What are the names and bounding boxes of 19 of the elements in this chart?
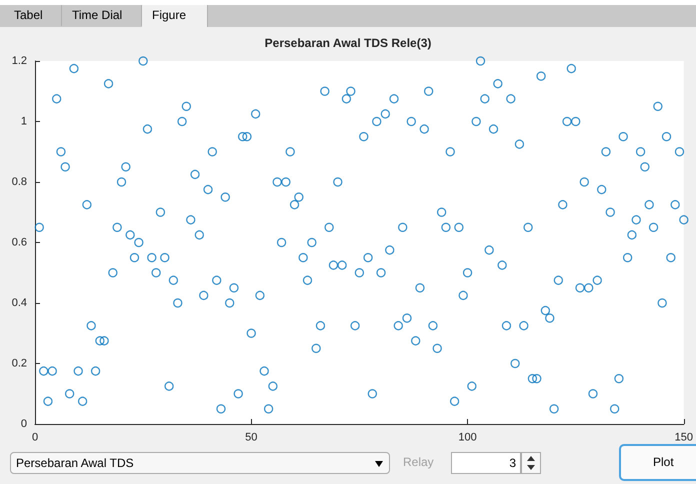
y-tick-label: 0.4 — [12, 297, 27, 309]
chart-title: Persebaran Awal TDS Rele(3) — [264, 36, 432, 50]
y-tick-label: 1.2 — [12, 55, 27, 67]
x-tick-label: 150 — [674, 432, 694, 444]
text: Plot — [619, 444, 696, 481]
y-tick-label: 0.8 — [12, 176, 27, 188]
text: Figure — [142, 5, 208, 27]
y-tick-label: 0.6 — [12, 236, 27, 248]
x-tick-label: 0 — [32, 432, 38, 444]
x-tick-label: 50 — [245, 432, 258, 444]
y-tick-label: 1 — [20, 116, 27, 128]
y-tick-label: 0.2 — [12, 358, 27, 370]
text: Relay — [403, 455, 434, 469]
text: Time Dial — [62, 5, 142, 26]
x-tick-label: 100 — [458, 432, 477, 444]
text: 3 — [451, 452, 521, 474]
y-tick-label: 0 — [20, 418, 27, 430]
text: Persebaran Awal TDS — [10, 452, 390, 474]
text: Tabel — [4, 5, 62, 26]
